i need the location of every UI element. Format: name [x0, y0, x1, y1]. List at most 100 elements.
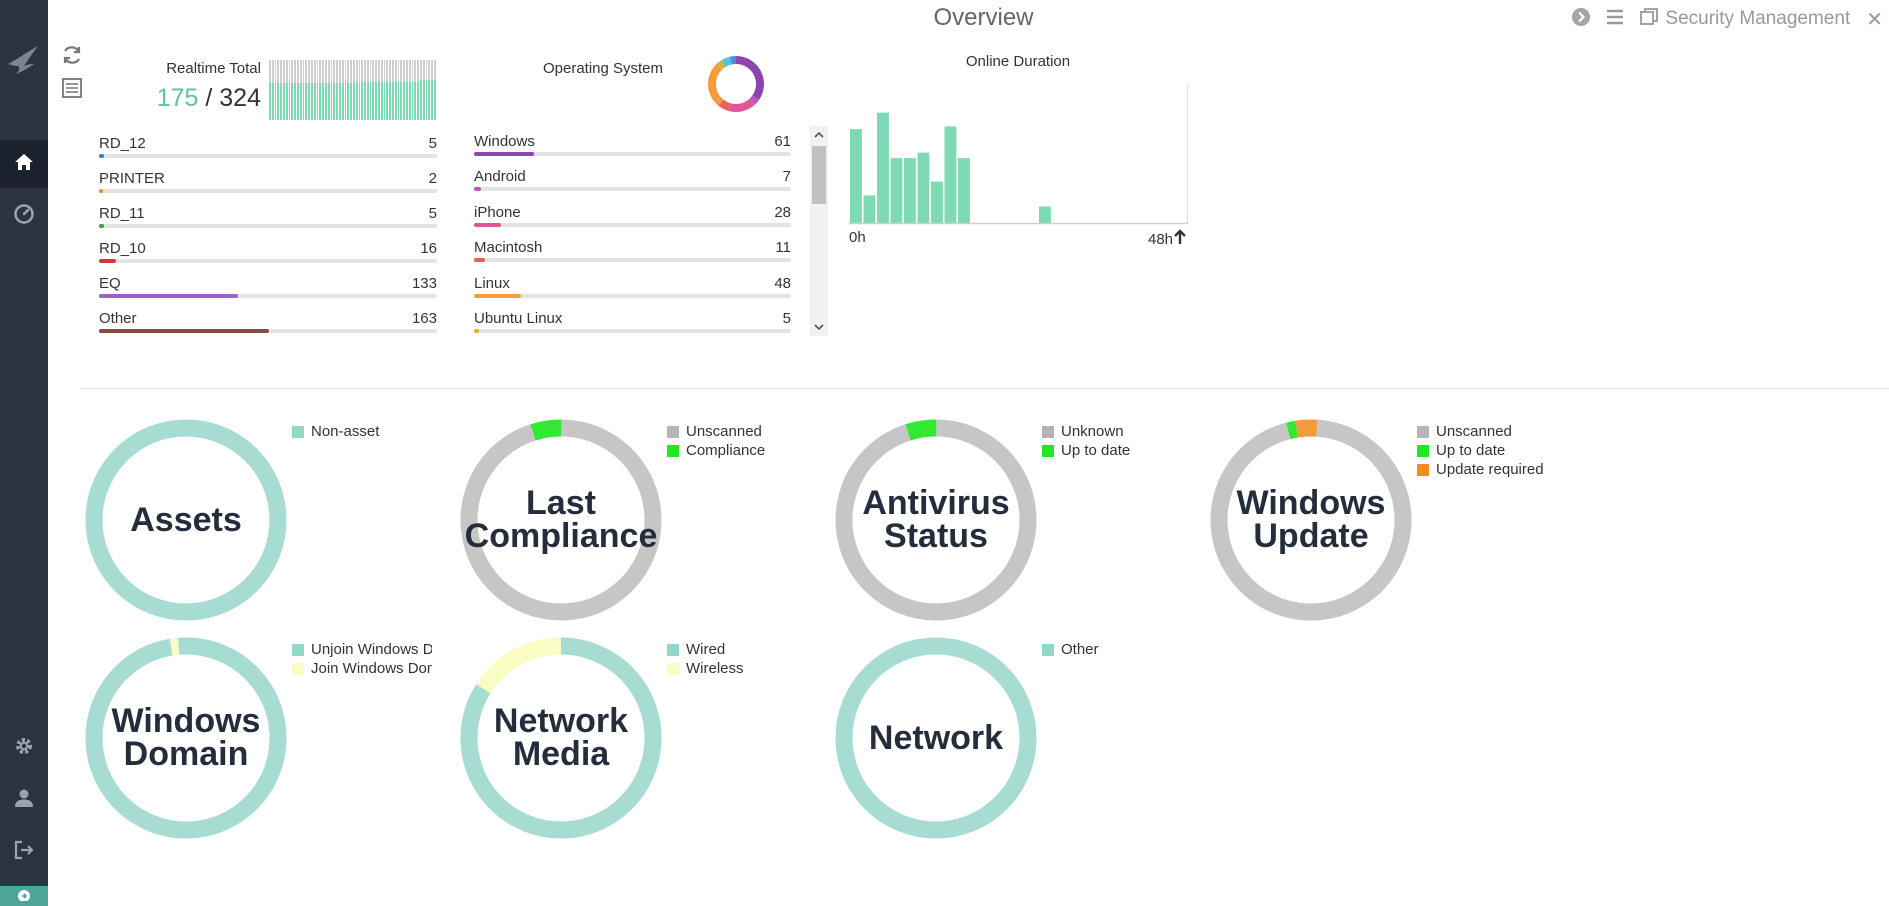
realtime-bar: [322, 60, 324, 120]
scroll-thumb[interactable]: [812, 146, 826, 204]
online-duration-label: Online Duration: [965, 53, 1071, 70]
legend-swatch: [1417, 425, 1429, 438]
realtime-bar: [392, 60, 394, 120]
group-name: PRINTER: [99, 170, 165, 187]
group-progress-track: [99, 294, 437, 298]
legend-item[interactable]: Wireless: [667, 659, 807, 678]
legend-label: Unscanned: [1436, 423, 1512, 440]
online-duration-bar: [890, 158, 903, 223]
realtime-bar-fill: [408, 81, 411, 120]
sidebar-user-button[interactable]: [0, 776, 48, 824]
menu-icon[interactable]: [1605, 7, 1625, 32]
legend-item[interactable]: Up to date: [1042, 441, 1182, 460]
realtime-bar: [400, 60, 403, 120]
status-donut-title-line: Domain: [123, 735, 249, 773]
realtime-bar-fill: [296, 82, 299, 120]
realtime-bar: [358, 60, 361, 120]
list-icon[interactable]: [60, 76, 84, 100]
sidebar-home-button[interactable]: [0, 140, 48, 188]
legend-item[interactable]: Update required: [1417, 460, 1557, 479]
status-donut-title-line: Network: [493, 702, 629, 740]
group-row[interactable]: EQ 133: [99, 275, 437, 305]
online-duration-bar: [931, 181, 943, 223]
legend-item[interactable]: Non-asset: [292, 422, 432, 441]
legend-item[interactable]: Join Windows Domain: [292, 659, 432, 678]
gear-icon: [13, 735, 35, 762]
realtime-bar-fill: [392, 81, 394, 120]
os-row[interactable]: Android 7: [474, 168, 791, 198]
online-count: 175: [156, 84, 199, 112]
status-donut[interactable]: Assets: [84, 418, 288, 622]
status-donut[interactable]: Windows Update: [1209, 418, 1413, 622]
group-row[interactable]: Other 163: [99, 310, 437, 340]
realtime-bar: [428, 60, 431, 120]
legend-item[interactable]: Up to date: [1417, 441, 1557, 460]
window-restore-icon[interactable]: [1639, 7, 1659, 32]
os-count: 28: [774, 203, 791, 221]
group-row[interactable]: RD_11 5: [99, 205, 437, 235]
realtime-bar-fill: [355, 81, 358, 120]
realtime-bar-fill: [366, 81, 369, 120]
status-donut[interactable]: Windows Domain: [84, 636, 288, 840]
realtime-bar: [397, 60, 400, 120]
os-row[interactable]: Ubuntu Linux 5: [474, 310, 791, 340]
status-donut[interactable]: Antivirus Status: [834, 418, 1038, 622]
group-row[interactable]: RD_10 16: [99, 240, 437, 270]
status-donut-legend: Unjoin Windows Domain Join Windows Domain: [292, 640, 432, 678]
status-donut-chart: [85, 419, 287, 621]
group-count: 163: [411, 310, 437, 327]
realtime-bar: [414, 60, 417, 120]
realtime-bar: [302, 60, 305, 120]
sidebar-dashboard-button[interactable]: [0, 192, 48, 240]
status-donut[interactable]: Network Media: [459, 636, 663, 840]
status-donut-legend: Unknown Up to date: [1042, 422, 1182, 460]
os-progress-fill: [474, 222, 502, 227]
realtime-bar-fill: [269, 82, 271, 120]
realtime-bar-fill: [322, 82, 324, 120]
status-donut[interactable]: Last Compliance: [459, 418, 663, 622]
legend-item[interactable]: Compliance: [667, 441, 807, 460]
legend-item[interactable]: Unscanned: [1417, 422, 1557, 441]
status-donut-legend: Wired Wireless: [667, 640, 807, 678]
os-row[interactable]: Linux 48: [474, 275, 791, 305]
online-duration-bar: [850, 129, 862, 223]
status-donut[interactable]: Network: [834, 636, 1038, 840]
status-donut-title-line: Windows: [1236, 484, 1386, 522]
realtime-bar: [336, 60, 338, 120]
legend-item[interactable]: Wired: [667, 640, 807, 659]
sidebar-settings-button[interactable]: [0, 724, 48, 772]
os-count: 11: [775, 239, 791, 257]
scroll-down-icon[interactable]: [810, 318, 828, 336]
close-icon[interactable]: ✕: [1866, 8, 1883, 31]
status-donut-chart: [835, 637, 1037, 839]
legend-swatch: [292, 643, 304, 656]
group-row[interactable]: PRINTER 2: [99, 170, 437, 200]
os-list-scrollbar[interactable]: [810, 126, 828, 336]
online-duration-bar: [944, 126, 957, 223]
realtime-bar-fill: [350, 82, 352, 120]
legend-item[interactable]: Unscanned: [667, 422, 807, 441]
arrow-up-icon[interactable]: [1173, 229, 1187, 249]
refresh-icon[interactable]: [60, 43, 84, 67]
legend-item[interactable]: Unknown: [1042, 422, 1182, 441]
section-divider: [80, 388, 1889, 389]
realtime-bar-fill: [271, 82, 274, 120]
os-row[interactable]: Windows 61: [474, 133, 791, 163]
os-progress-track: [474, 329, 791, 333]
forward-circle-icon[interactable]: [1571, 7, 1591, 32]
os-row[interactable]: iPhone 28: [474, 204, 791, 234]
realtime-bar: [296, 60, 299, 120]
legend-swatch: [667, 425, 679, 438]
os-row[interactable]: Macintosh 11: [474, 239, 791, 269]
scroll-up-icon[interactable]: [810, 126, 828, 144]
sidebar-logout-button[interactable]: [0, 828, 48, 876]
sidebar-collapse-button[interactable]: [0, 886, 48, 906]
group-row[interactable]: RD_12 5: [99, 135, 437, 165]
legend-item[interactable]: Other: [1042, 640, 1182, 659]
realtime-bar-fill: [352, 82, 355, 120]
legend-item[interactable]: Unjoin Windows Domain: [292, 640, 432, 659]
window-label: Security Management: [1665, 8, 1851, 29]
realtime-bar: [408, 60, 411, 120]
realtime-bar-fill: [319, 82, 322, 120]
legend-label: Up to date: [1061, 442, 1131, 459]
